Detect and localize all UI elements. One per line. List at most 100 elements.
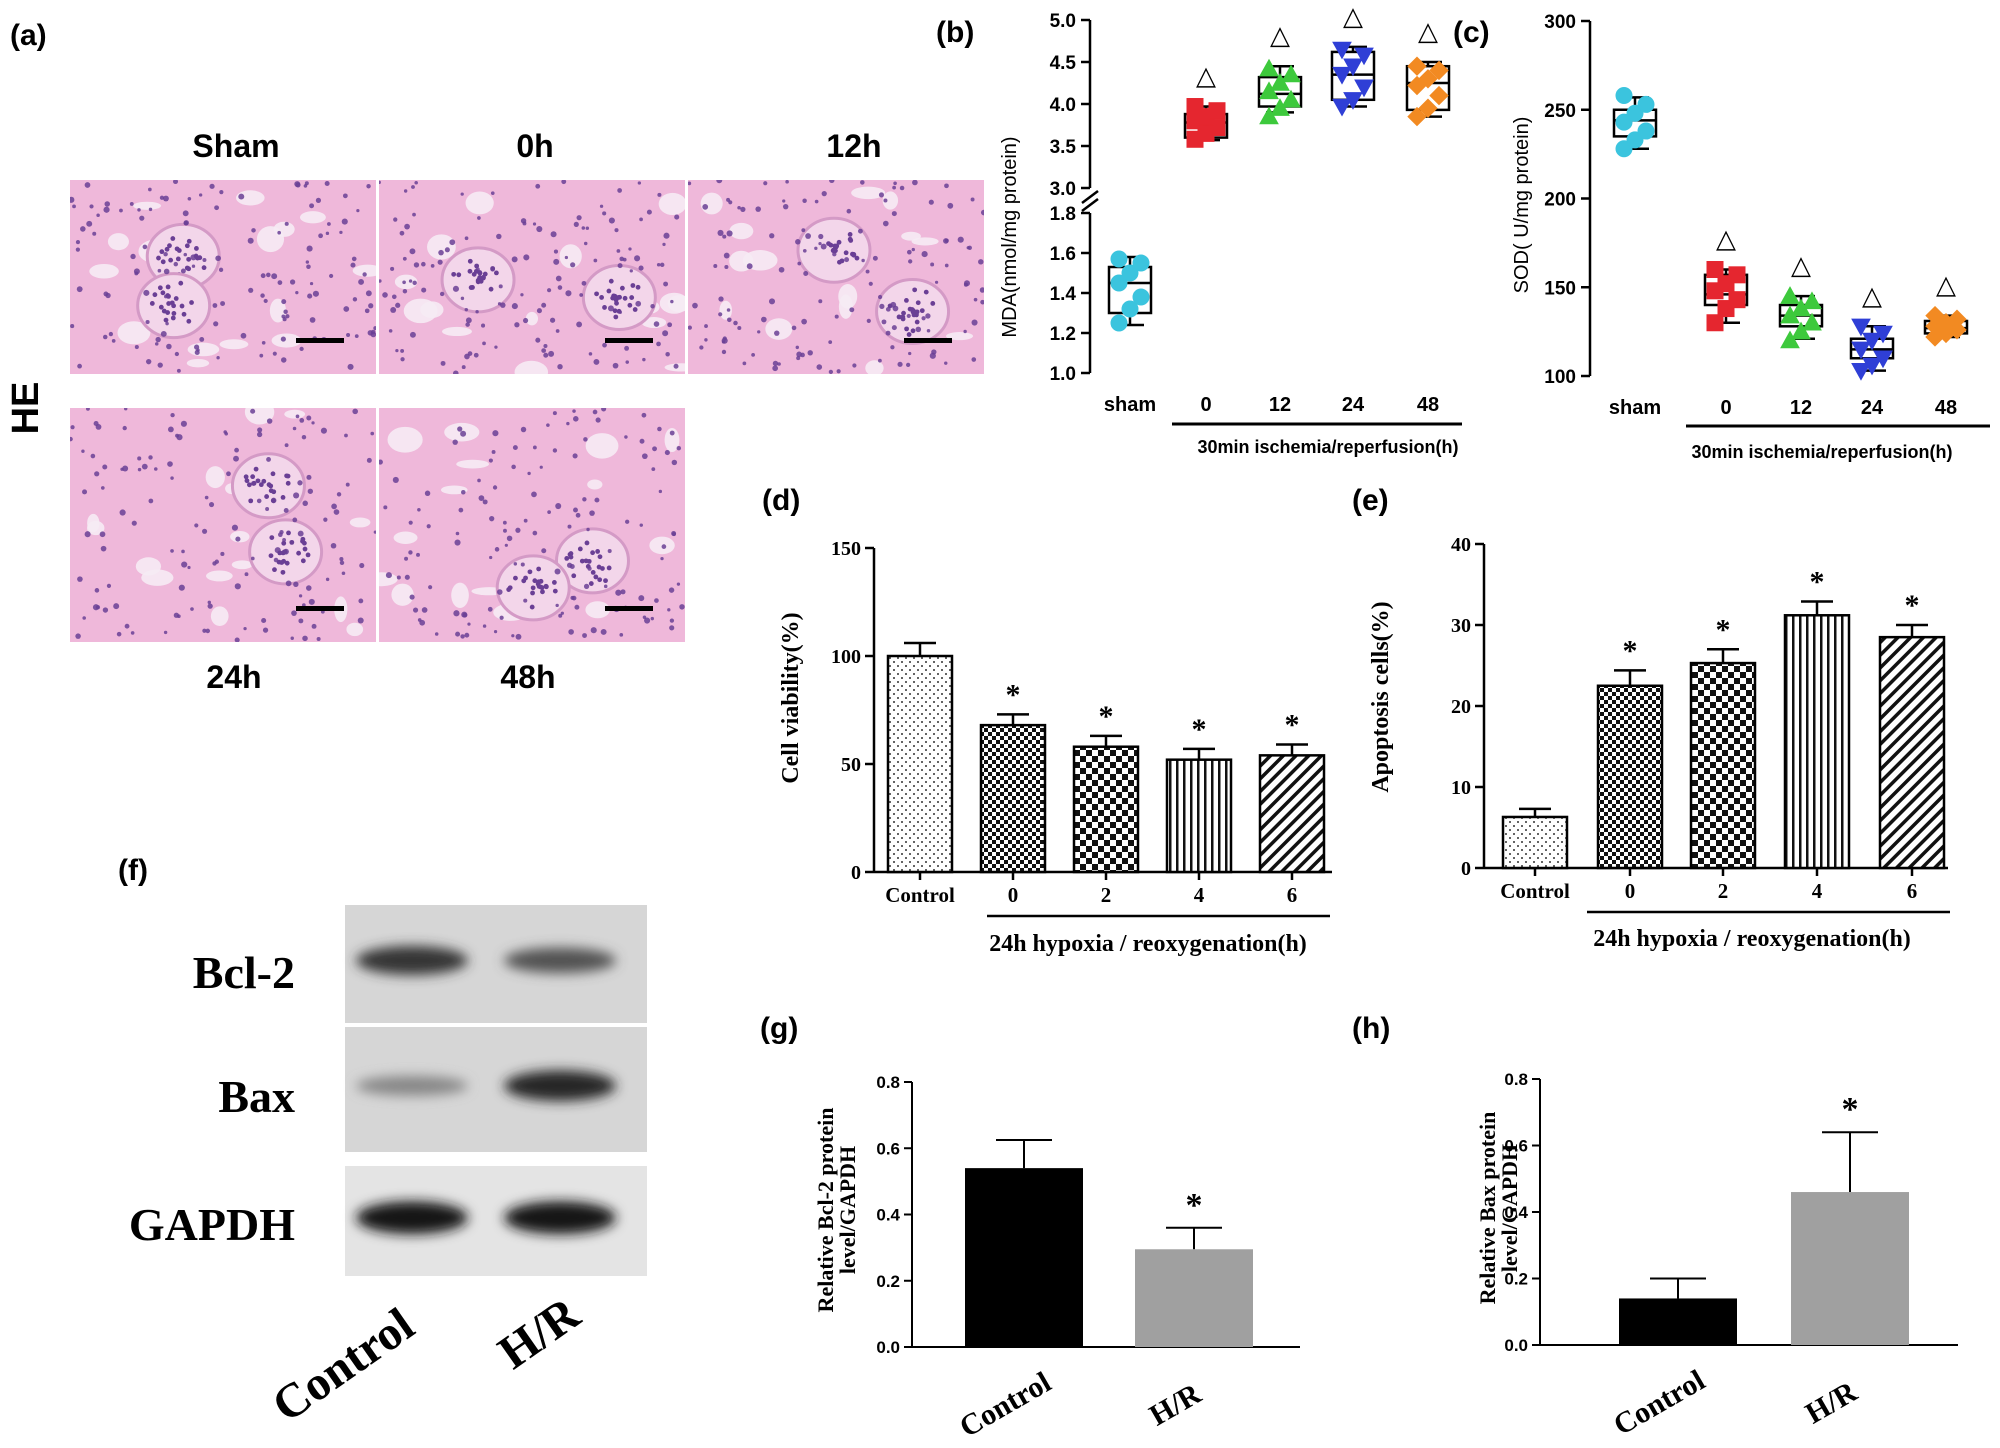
nucleus bbox=[111, 339, 116, 343]
nucleus bbox=[342, 193, 348, 199]
nucleus bbox=[461, 365, 466, 370]
nucleus bbox=[390, 307, 397, 313]
nucleus bbox=[872, 255, 878, 261]
nucleus bbox=[583, 437, 588, 442]
tubule-lumen bbox=[851, 186, 886, 200]
tubule-lumen bbox=[89, 263, 119, 279]
nucleus bbox=[274, 547, 281, 554]
nucleus bbox=[755, 206, 761, 212]
ylabel-h-line2: level/GAPDH bbox=[1497, 1144, 1522, 1272]
tubule-lumen bbox=[210, 606, 229, 626]
nucleus bbox=[438, 249, 444, 256]
nucleus bbox=[772, 365, 779, 372]
nucleus bbox=[878, 294, 883, 300]
nucleus bbox=[467, 258, 473, 264]
data-point bbox=[1418, 98, 1438, 118]
nucleus bbox=[449, 239, 456, 246]
nucleus bbox=[573, 507, 578, 513]
nucleus bbox=[400, 357, 405, 362]
nucleus bbox=[285, 580, 292, 587]
data-point bbox=[1429, 85, 1449, 106]
nucleus bbox=[627, 302, 633, 308]
nucleus bbox=[651, 467, 656, 472]
nucleus bbox=[248, 498, 254, 504]
tubule-lumen bbox=[658, 192, 685, 216]
nucleus bbox=[137, 208, 141, 212]
tubule-lumen bbox=[865, 360, 884, 374]
nucleus bbox=[885, 306, 891, 312]
nucleus bbox=[468, 285, 474, 290]
panel-d-viability-chart: (d) Cell viability(%) 24h hypoxia / reox… bbox=[762, 484, 1332, 957]
nucleus bbox=[383, 505, 388, 510]
nucleus bbox=[722, 336, 727, 341]
nucleus bbox=[617, 263, 623, 269]
nucleus bbox=[921, 251, 928, 258]
nucleus bbox=[330, 542, 337, 549]
nucleus bbox=[102, 464, 108, 470]
nucleus bbox=[284, 473, 290, 479]
nucleus bbox=[656, 341, 661, 347]
tubule-lumen bbox=[141, 569, 174, 586]
nucleus bbox=[143, 289, 150, 296]
nucleus bbox=[253, 466, 259, 472]
nucleus bbox=[523, 598, 528, 603]
nucleus bbox=[324, 181, 330, 187]
nucleus bbox=[493, 630, 498, 634]
nucleus bbox=[671, 531, 677, 537]
nucleus bbox=[573, 221, 579, 227]
nucleus bbox=[502, 520, 507, 525]
nucleus bbox=[911, 247, 915, 252]
nucleus bbox=[966, 246, 970, 250]
nucleus bbox=[511, 256, 518, 263]
nucleus bbox=[632, 307, 638, 312]
nucleus bbox=[496, 233, 502, 240]
nucleus bbox=[573, 416, 579, 422]
y-tick-label: 250 bbox=[1544, 101, 1576, 122]
data-point bbox=[1110, 314, 1128, 332]
nucleus bbox=[513, 575, 518, 581]
y-tick-label: 100 bbox=[1544, 367, 1576, 388]
nucleus bbox=[568, 554, 574, 560]
nucleus bbox=[343, 306, 350, 312]
data-point bbox=[1110, 250, 1128, 268]
nucleus bbox=[662, 242, 666, 247]
nucleus bbox=[529, 604, 535, 610]
nucleus bbox=[831, 248, 837, 254]
nucleus bbox=[305, 260, 310, 264]
tubule-lumen bbox=[585, 433, 619, 459]
nucleus bbox=[619, 256, 624, 262]
nucleus bbox=[492, 485, 498, 490]
nucleus bbox=[391, 294, 397, 300]
nucleus bbox=[531, 491, 537, 498]
nucleus bbox=[475, 310, 479, 314]
nucleus bbox=[293, 581, 299, 587]
nucleus bbox=[814, 199, 819, 204]
nucleus bbox=[292, 517, 298, 523]
nucleus bbox=[881, 319, 887, 325]
nucleus bbox=[202, 628, 207, 633]
nucleus bbox=[77, 576, 83, 582]
nucleus bbox=[890, 301, 897, 308]
nucleus bbox=[847, 236, 853, 242]
nucleus bbox=[392, 476, 399, 483]
nucleus bbox=[541, 302, 547, 308]
group-label-b: 30min ischemia/reperfusion(h) bbox=[1197, 437, 1458, 457]
nucleus bbox=[327, 222, 331, 226]
nucleus bbox=[284, 560, 290, 566]
nucleus bbox=[365, 290, 372, 297]
nucleus bbox=[500, 302, 506, 308]
nucleus bbox=[630, 283, 636, 288]
nucleus bbox=[839, 258, 845, 264]
tubule-lumen bbox=[387, 426, 423, 453]
nucleus bbox=[215, 255, 221, 262]
nucleus bbox=[650, 616, 654, 621]
nucleus bbox=[536, 566, 542, 572]
nucleus bbox=[160, 259, 166, 265]
nucleus bbox=[409, 331, 416, 338]
panel-label-a: (a) bbox=[10, 19, 47, 52]
tubule-lumen bbox=[349, 517, 371, 528]
nucleus bbox=[552, 411, 557, 416]
nucleus bbox=[906, 362, 911, 368]
tubule-lumen bbox=[346, 622, 364, 637]
nucleus bbox=[404, 574, 410, 580]
